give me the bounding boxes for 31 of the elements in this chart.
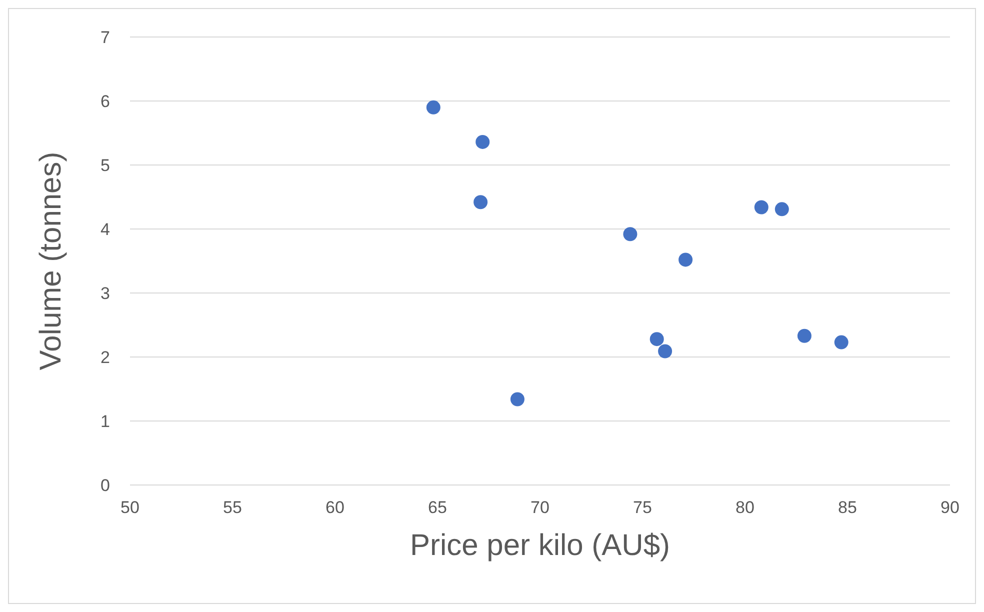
y-tick-label: 5 — [100, 156, 110, 176]
x-tick-label: 55 — [223, 498, 242, 518]
x-tick-label: 60 — [326, 498, 344, 518]
x-tick-label: 90 — [940, 498, 960, 518]
point — [797, 328, 812, 343]
y-axis-title: Volume (tonnes) — [34, 152, 68, 370]
y-tick-label: 0 — [100, 476, 110, 496]
x-tick-label: 85 — [838, 498, 857, 518]
point — [510, 392, 524, 406]
y-tick-label: 6 — [100, 92, 110, 112]
x-tick-label: 80 — [736, 498, 754, 518]
point — [623, 227, 638, 242]
point — [426, 100, 440, 114]
y-tick-label: 7 — [100, 28, 110, 48]
x-tick-label: 70 — [530, 498, 550, 518]
point — [658, 344, 672, 358]
point — [650, 332, 664, 346]
point — [678, 252, 693, 267]
x-tick-label: 75 — [633, 498, 652, 518]
y-tick-label: 3 — [100, 284, 110, 304]
x-axis-title: Price per kilo (AU$) — [410, 529, 670, 562]
y-tick-label: 1 — [100, 412, 110, 432]
point — [754, 200, 768, 214]
x-tick-label: 50 — [120, 498, 140, 518]
point — [774, 202, 789, 216]
point — [834, 335, 848, 350]
x-tick-label: 65 — [428, 498, 447, 518]
y-tick-label: 2 — [100, 348, 110, 368]
point — [474, 195, 488, 210]
point — [476, 134, 490, 149]
y-tick-label: 4 — [100, 220, 110, 240]
